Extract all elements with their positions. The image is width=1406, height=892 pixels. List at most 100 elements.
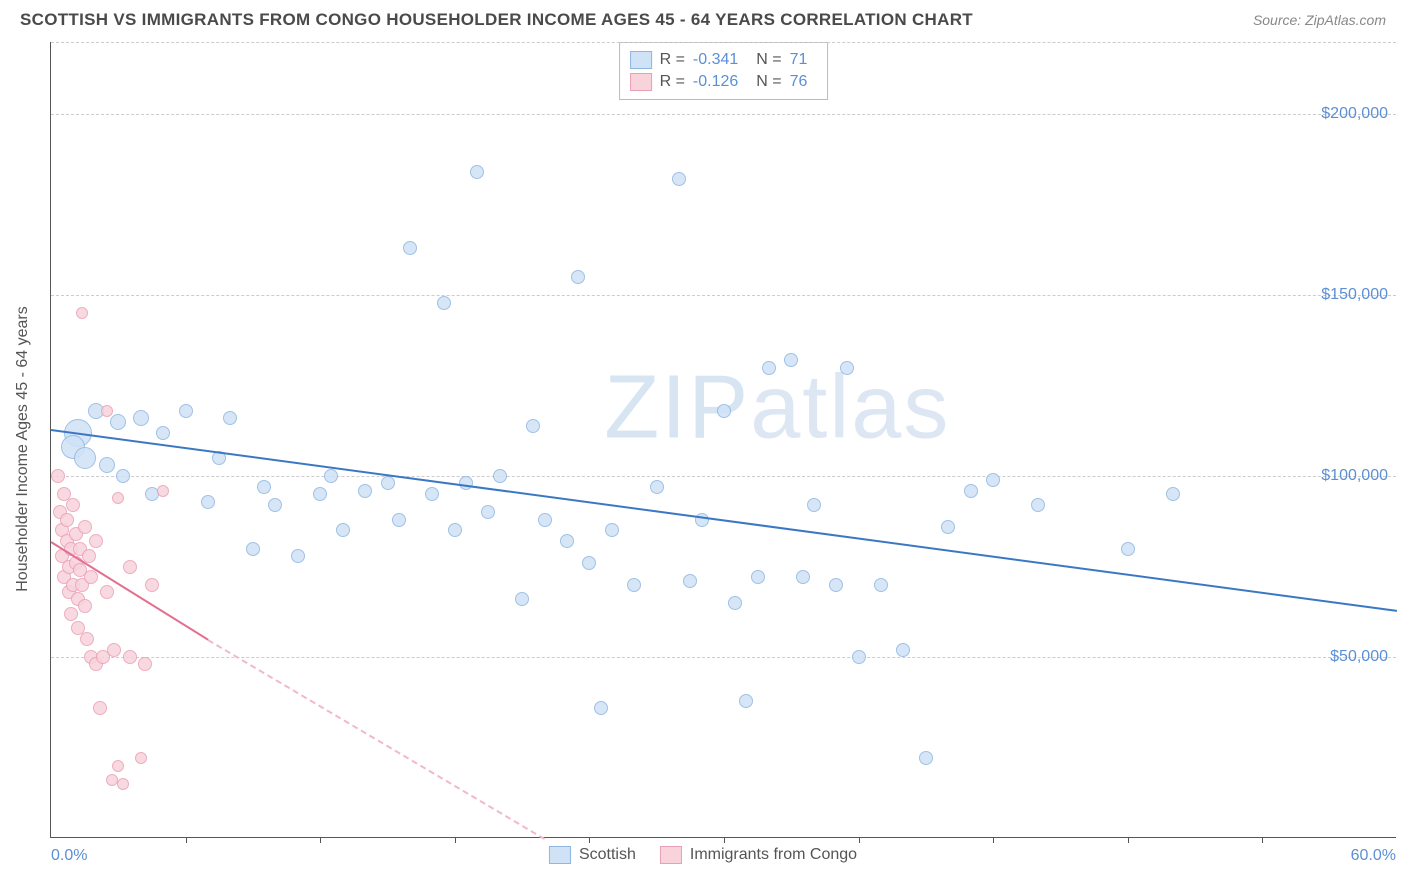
data-point: [138, 657, 152, 671]
data-point: [80, 632, 94, 646]
data-point: [156, 426, 170, 440]
data-point: [896, 643, 910, 657]
data-point: [1031, 498, 1045, 512]
data-point: [358, 484, 372, 498]
data-point: [796, 570, 810, 584]
trend-line: [51, 429, 1397, 612]
watermark: ZIPatlas: [604, 356, 950, 459]
data-point: [437, 296, 451, 310]
data-point: [201, 495, 215, 509]
data-point: [560, 534, 574, 548]
data-point: [257, 480, 271, 494]
data-point: [538, 513, 552, 527]
data-point: [964, 484, 978, 498]
data-point: [74, 447, 96, 469]
data-point: [336, 523, 350, 537]
data-point: [392, 513, 406, 527]
data-point: [93, 701, 107, 715]
legend-item: Immigrants from Congo: [660, 846, 857, 864]
data-point: [123, 650, 137, 664]
data-point: [106, 774, 118, 786]
data-point: [605, 523, 619, 537]
legend-swatch: [660, 846, 682, 864]
data-point: [157, 485, 169, 497]
data-point: [313, 487, 327, 501]
data-point: [751, 570, 765, 584]
data-point: [515, 592, 529, 606]
ytick-label: $50,000: [1330, 648, 1388, 666]
xtick: [1128, 837, 1129, 843]
stats-row: R = -0.126N = 76: [630, 71, 818, 93]
data-point: [728, 596, 742, 610]
data-point: [145, 578, 159, 592]
chart-title: SCOTTISH VS IMMIGRANTS FROM CONGO HOUSEH…: [20, 10, 973, 30]
xaxis-max-label: 60.0%: [1351, 847, 1396, 865]
data-point: [89, 534, 103, 548]
data-point: [116, 469, 130, 483]
data-point: [99, 457, 115, 473]
data-point: [268, 498, 282, 512]
xtick: [320, 837, 321, 843]
data-point: [246, 542, 260, 556]
data-point: [672, 172, 686, 186]
data-point: [650, 480, 664, 494]
data-point: [107, 643, 121, 657]
data-point: [66, 498, 80, 512]
data-point: [101, 405, 113, 417]
data-point: [123, 560, 137, 574]
data-point: [51, 469, 65, 483]
stats-row: R = -0.341N = 71: [630, 49, 818, 71]
data-point: [135, 752, 147, 764]
data-point: [78, 599, 92, 613]
ytick-label: $100,000: [1321, 467, 1388, 485]
legend-swatch: [549, 846, 571, 864]
data-point: [381, 476, 395, 490]
data-point: [470, 165, 484, 179]
data-point: [84, 570, 98, 584]
data-point: [1166, 487, 1180, 501]
xtick: [1262, 837, 1263, 843]
legend-swatch: [630, 73, 652, 91]
data-point: [291, 549, 305, 563]
gridline: [51, 114, 1396, 115]
data-point: [784, 353, 798, 367]
data-point: [941, 520, 955, 534]
data-point: [481, 505, 495, 519]
data-point: [425, 487, 439, 501]
data-point: [179, 404, 193, 418]
data-point: [112, 492, 124, 504]
data-point: [807, 498, 821, 512]
chart-source: Source: ZipAtlas.com: [1253, 12, 1386, 28]
chart-plot-area: ZIPatlas Householder Income Ages 45 - 64…: [50, 42, 1396, 838]
ytick-label: $200,000: [1321, 105, 1388, 123]
data-point: [627, 578, 641, 592]
xtick: [859, 837, 860, 843]
data-point: [874, 578, 888, 592]
gridline: [51, 295, 1396, 296]
data-point: [683, 574, 697, 588]
data-point: [986, 473, 1000, 487]
data-point: [112, 760, 124, 772]
trend-line: [208, 639, 546, 840]
legend-swatch: [630, 51, 652, 69]
xtick: [993, 837, 994, 843]
data-point: [526, 419, 540, 433]
data-point: [76, 307, 88, 319]
legend-item: Scottish: [549, 846, 636, 864]
data-point: [717, 404, 731, 418]
data-point: [133, 410, 149, 426]
data-point: [840, 361, 854, 375]
gridline: [51, 657, 1396, 658]
data-point: [223, 411, 237, 425]
data-point: [594, 701, 608, 715]
data-point: [582, 556, 596, 570]
stats-legend: R = -0.341N = 71R = -0.126N = 76: [619, 42, 829, 100]
data-point: [919, 751, 933, 765]
data-point: [739, 694, 753, 708]
data-point: [60, 513, 74, 527]
data-point: [695, 513, 709, 527]
data-point: [403, 241, 417, 255]
data-point: [448, 523, 462, 537]
data-point: [324, 469, 338, 483]
data-point: [852, 650, 866, 664]
